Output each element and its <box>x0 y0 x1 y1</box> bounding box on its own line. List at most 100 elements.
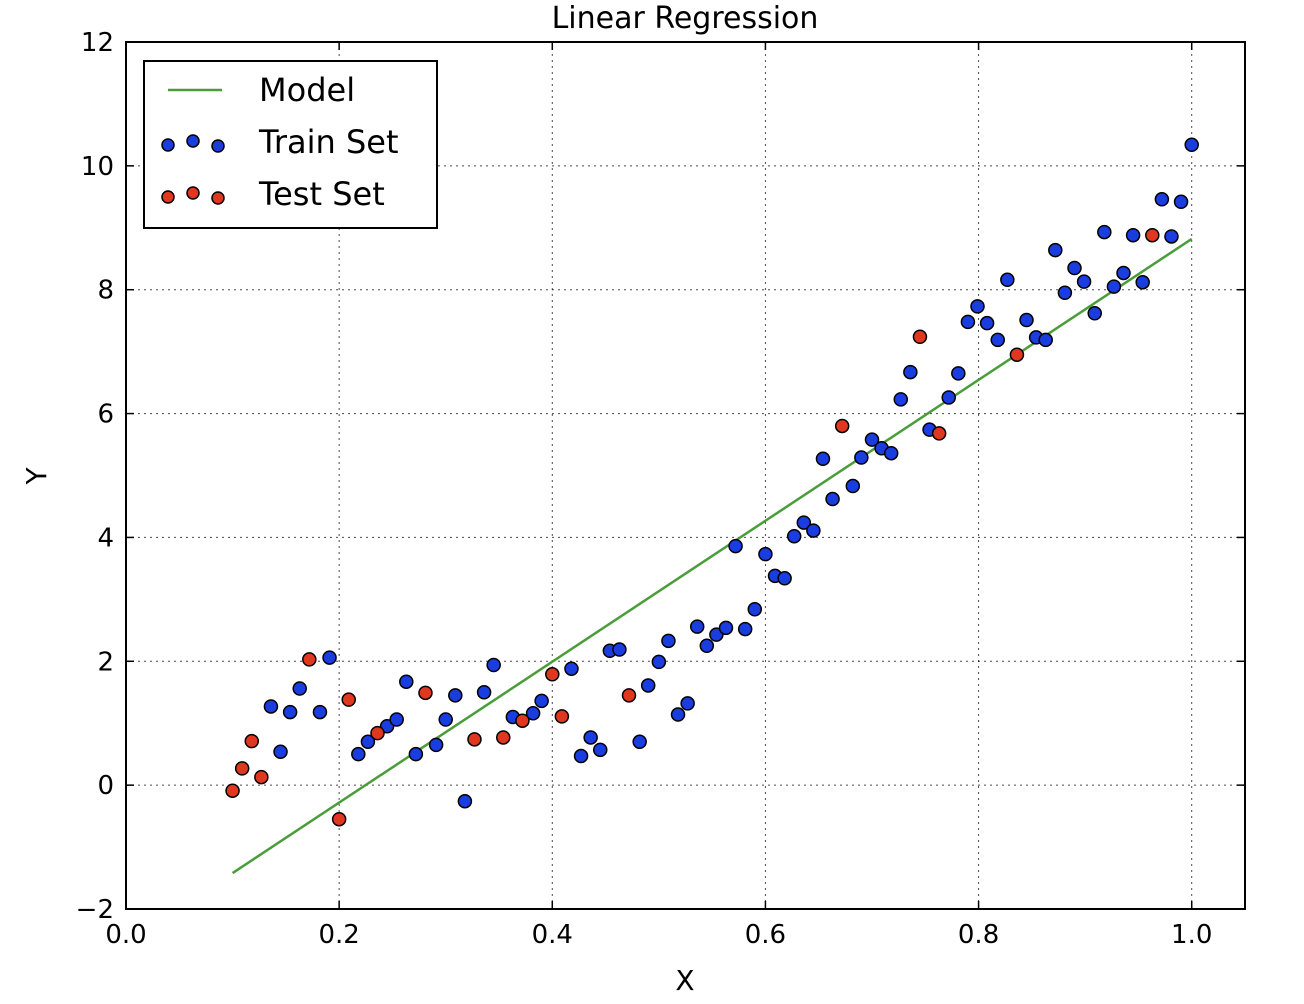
train-point <box>1019 312 1034 328</box>
test-point <box>931 426 947 441</box>
train-point <box>273 744 288 759</box>
x-tick-label: 0.4 <box>532 920 573 950</box>
y-tick-label: 12 <box>81 28 114 58</box>
train-point <box>777 571 792 586</box>
train-point <box>1125 227 1141 243</box>
train-point <box>525 706 541 721</box>
train-point <box>389 712 404 727</box>
train-point <box>864 432 880 447</box>
chart-title: Linear Regression <box>552 1 819 36</box>
train-point <box>786 528 802 544</box>
train-point <box>979 315 995 331</box>
legend-train-swatch <box>161 134 225 153</box>
test-point <box>834 418 850 434</box>
train-point <box>408 746 424 762</box>
x-axis-title: X <box>675 964 694 997</box>
legend-test-swatch <box>161 186 225 205</box>
test-point <box>370 725 385 741</box>
test-point <box>545 667 560 682</box>
test-point <box>621 688 637 703</box>
train-point <box>699 638 715 654</box>
train-point <box>428 737 444 753</box>
y-axis-title: Y <box>20 467 53 486</box>
legend-model-label: Model <box>259 71 355 109</box>
train-point <box>573 748 589 764</box>
y-tick-label: 8 <box>97 276 114 306</box>
train-point <box>1076 274 1092 289</box>
train-point <box>292 681 307 696</box>
axis-ticks: 0.0 0.2 0.4 0.6 0.8 1.0 −2 0 2 4 6 8 10 12 <box>76 28 1245 950</box>
model-line <box>231 237 1193 875</box>
train-point <box>893 392 909 407</box>
test-point <box>244 733 260 749</box>
train-point <box>1184 137 1199 153</box>
data-points <box>225 137 1199 827</box>
train-point <box>632 734 647 750</box>
test-point <box>234 761 250 776</box>
train-point <box>399 674 414 689</box>
train-point <box>1048 242 1063 258</box>
train-point <box>1135 275 1150 290</box>
train-point <box>806 523 821 538</box>
test-point <box>496 730 511 745</box>
test-point <box>302 652 317 667</box>
plot-frame <box>125 41 1246 910</box>
train-point <box>640 678 656 693</box>
train-point <box>728 538 743 554</box>
train-point <box>351 746 366 762</box>
train-point <box>854 450 869 465</box>
train-point <box>448 688 463 703</box>
train-point <box>815 451 831 467</box>
test-point <box>225 783 240 798</box>
train-point <box>960 314 976 330</box>
train-point <box>1057 285 1073 301</box>
train-point <box>970 299 985 314</box>
train-point <box>1154 192 1170 207</box>
train-point <box>312 704 328 720</box>
test-point <box>254 769 269 785</box>
train-point <box>718 620 734 636</box>
legend: Model Train Set Test Set <box>143 60 438 229</box>
train-point <box>903 364 918 380</box>
y-tick-label: 2 <box>97 647 114 677</box>
train-point <box>1097 224 1112 240</box>
train-point <box>796 515 812 530</box>
train-point <box>486 657 501 673</box>
x-tick-label: 1.0 <box>1171 920 1212 950</box>
train-point <box>534 693 549 709</box>
train-point <box>1067 260 1082 276</box>
train-point <box>564 661 579 676</box>
train-point <box>747 602 763 617</box>
train-point <box>592 742 608 758</box>
train-point <box>990 332 1006 348</box>
train-point <box>457 793 473 809</box>
train-point <box>612 642 627 657</box>
test-point <box>554 709 570 724</box>
test-point <box>341 692 356 707</box>
y-tick-label: −2 <box>76 895 114 925</box>
train-point <box>1038 332 1053 348</box>
train-point <box>360 734 376 750</box>
test-point <box>1145 227 1160 243</box>
train-point <box>883 445 899 461</box>
train-point <box>845 478 861 494</box>
test-point <box>467 732 482 747</box>
train-point <box>438 712 453 727</box>
train-point <box>709 627 724 642</box>
train-point <box>941 390 956 405</box>
train-point <box>951 366 966 381</box>
train-point <box>825 491 840 507</box>
test-point <box>515 713 530 728</box>
y-tick-label: 4 <box>97 523 114 553</box>
train-point <box>1087 305 1102 321</box>
test-point <box>418 685 433 701</box>
train-point <box>758 546 773 562</box>
test-point <box>1009 347 1025 362</box>
train-point <box>737 621 753 637</box>
train-point <box>1116 265 1131 281</box>
x-tick-label: 0.8 <box>958 920 999 950</box>
train-point <box>661 633 676 649</box>
legend-train-label: Train Set <box>258 123 399 161</box>
y-tick-label: 0 <box>97 771 114 801</box>
